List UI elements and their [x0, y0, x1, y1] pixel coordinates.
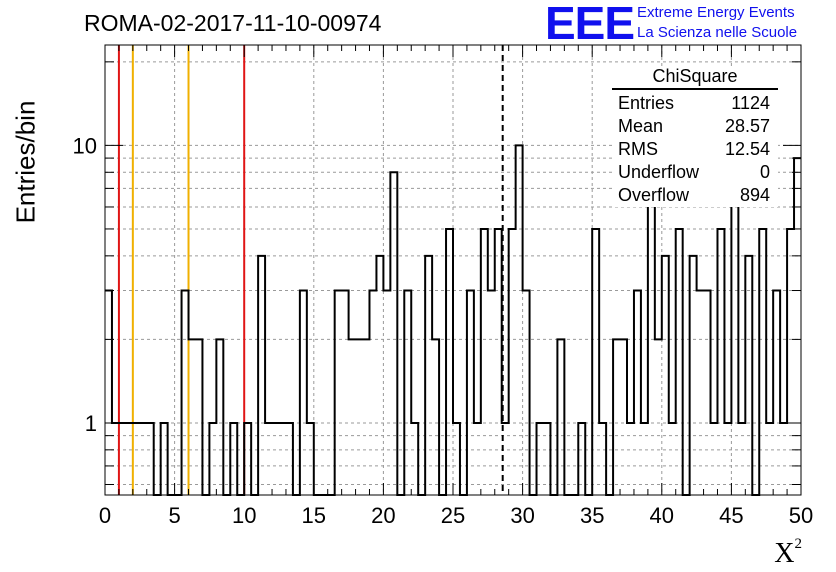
stats-row: RMS 12.54: [612, 138, 778, 161]
stats-row-value: 0: [759, 162, 770, 182]
stats-title: ChiSquare: [612, 66, 778, 90]
y-tick-label: 10: [73, 133, 97, 158]
stats-row: Entries 1124: [612, 92, 778, 115]
x-tick-label: 15: [302, 503, 326, 528]
logo-line-2: La Scienza nelle Scuole: [637, 24, 798, 41]
histogram-line: [105, 144, 801, 496]
x-tick-label: 25: [441, 503, 465, 528]
x-axis-label-sup: 2: [794, 535, 803, 552]
logo-letters: EEE: [545, 0, 635, 49]
stats-row-value: 12.54: [724, 139, 770, 159]
x-tick-label: 0: [99, 503, 111, 528]
logo-line-1: Extreme Energy Events: [637, 4, 795, 21]
stats-rows: Entries 1124 Mean 28.57 RMS 12.54 Underflow 0 Ov…: [612, 92, 778, 207]
x-tick-label: 40: [650, 503, 674, 528]
x-tick-label: 45: [719, 503, 743, 528]
stats-row-label: Mean: [618, 116, 664, 136]
stats-row-value: 894: [739, 185, 770, 205]
x-tick-label: 10: [232, 503, 256, 528]
x-axis-label-text: X: [774, 538, 795, 569]
stats-box: ChiSquare Entries 1124 Mean 28.57 RMS 12.54 Un…: [612, 66, 778, 207]
eee-logo: EEE Extreme Energy Events La Scienza nel…: [545, 0, 835, 49]
x-tick-label: 50: [789, 503, 813, 528]
x-tick-label: 35: [580, 503, 604, 528]
stats-row-value: 28.57: [724, 116, 770, 136]
stats-row-label: Overflow: [618, 185, 690, 205]
run-title: ROMA-02-2017-11-10-00974: [84, 10, 382, 36]
stats-row-label: Entries: [618, 93, 675, 113]
stats-row: Underflow 0: [612, 161, 778, 184]
stats-row-label: RMS: [618, 139, 658, 159]
stats-row-value: 1124: [731, 93, 770, 113]
stats-row-label: Underflow: [618, 162, 700, 182]
y-tick-label: 1: [85, 411, 97, 436]
x-tick-label: 20: [371, 503, 395, 528]
x-axis-label: X2: [774, 535, 803, 570]
stats-row: Mean 28.57: [612, 115, 778, 138]
x-tick-label: 5: [168, 503, 180, 528]
stats-row: Overflow 894: [612, 184, 778, 207]
x-tick-label: 30: [510, 503, 534, 528]
